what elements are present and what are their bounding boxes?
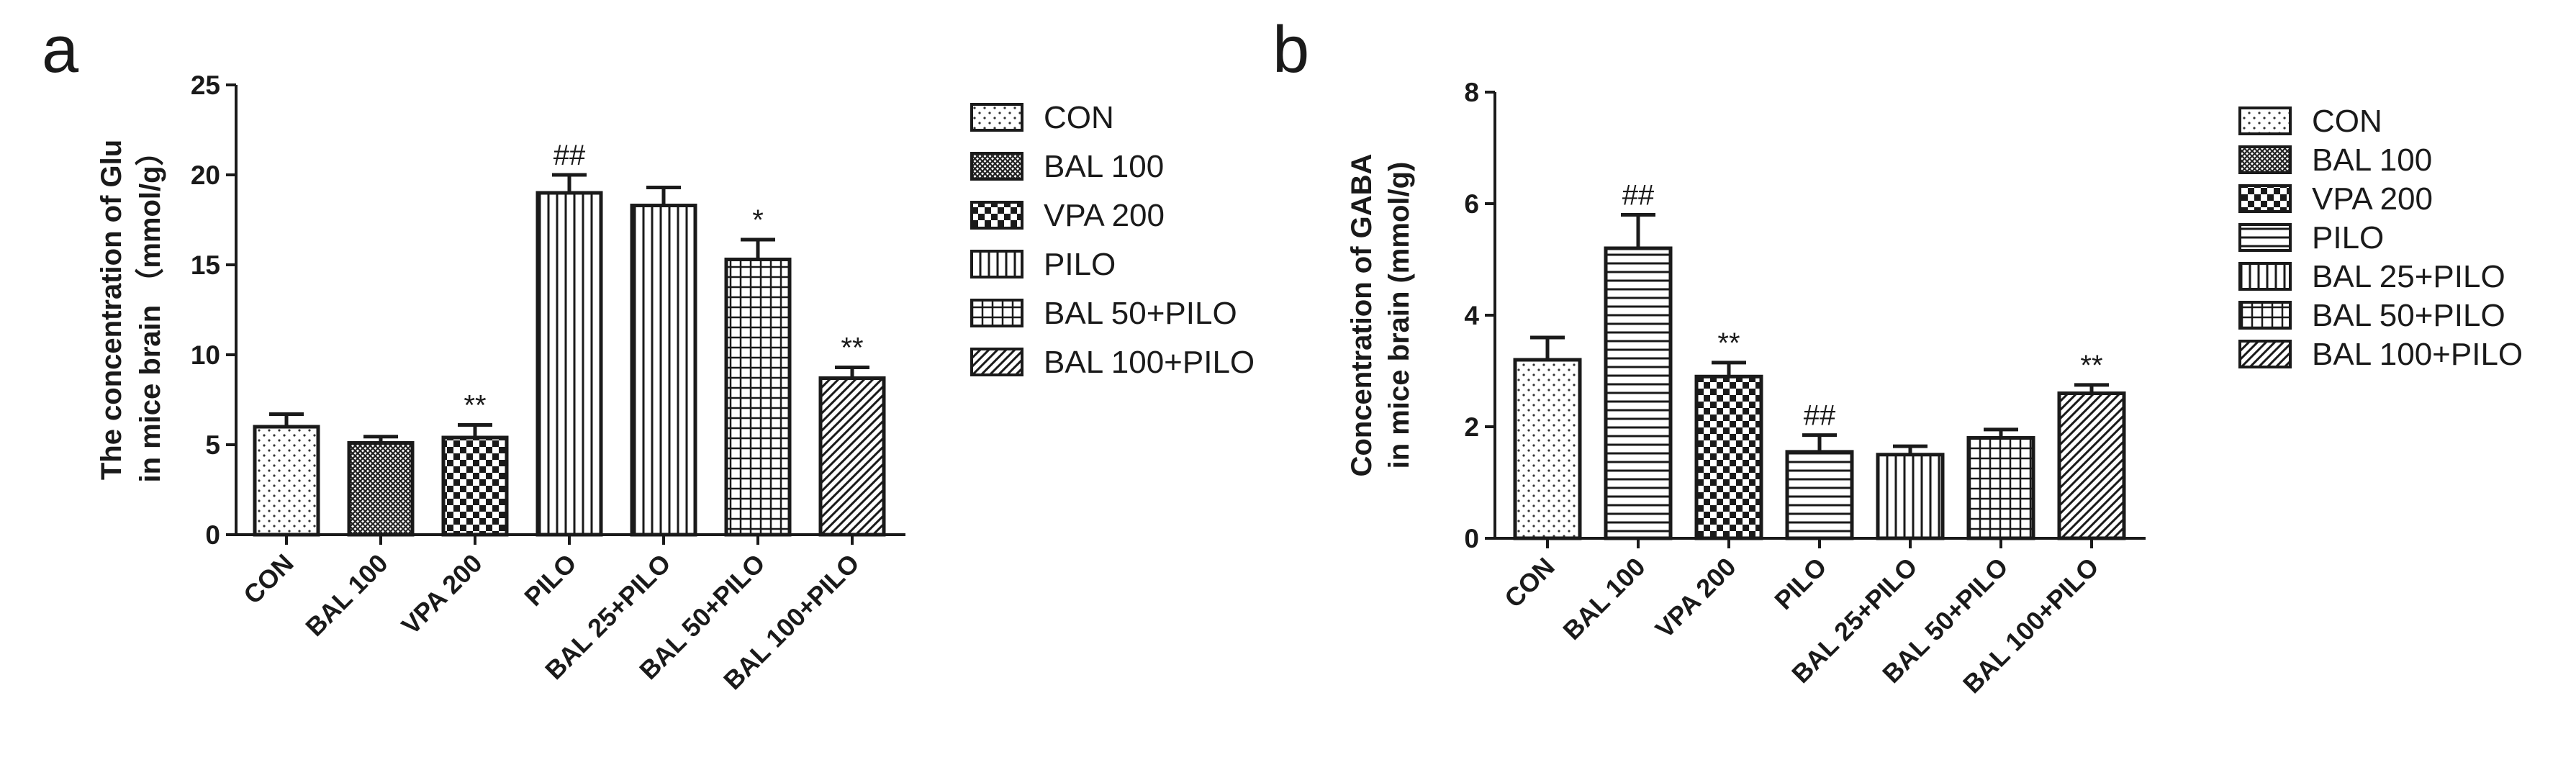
bar xyxy=(2057,391,2126,540)
significance-label: ## xyxy=(1622,180,1655,212)
panel-b: b 0 2 4 6 8 Concentration of GABA in mice brain… xyxy=(1273,13,2523,699)
y-tick-label: 8 xyxy=(1464,78,1479,107)
panel-letter: a xyxy=(42,13,79,86)
legend-swatch xyxy=(970,348,1023,376)
y-tick-label: 15 xyxy=(191,250,220,280)
legend-label: BAL 100 xyxy=(2312,142,2432,178)
bar xyxy=(1785,450,1854,540)
legend-label: VPA 200 xyxy=(2312,181,2433,217)
significance-label: ** xyxy=(1717,327,1740,359)
bar xyxy=(1604,246,1673,540)
bar xyxy=(535,191,603,537)
legend-swatch xyxy=(2238,301,2292,330)
category-label: VPA 200 xyxy=(396,548,488,640)
y-axis-title-line-2: in mice brain (mmol/g) xyxy=(1383,162,1415,469)
bar xyxy=(1966,436,2035,540)
bar xyxy=(1694,374,1763,540)
category-label: PILO xyxy=(1768,552,1832,615)
category-label: BAL 100 xyxy=(1557,552,1650,646)
bar xyxy=(347,441,415,537)
category-label: BAL 100 xyxy=(299,548,393,642)
significance-label: * xyxy=(752,204,764,236)
legend-label: BAL 100+PILO xyxy=(2312,337,2523,372)
legend-swatch xyxy=(2238,340,2292,368)
category-label: VPA 200 xyxy=(1650,552,1742,644)
panel-letter: b xyxy=(1273,13,1309,86)
legend-swatch xyxy=(2238,262,2292,291)
bar xyxy=(1513,358,1582,540)
legend-label: PILO xyxy=(1044,247,1116,282)
bar xyxy=(818,376,886,537)
significance-label: ## xyxy=(553,140,586,171)
bar xyxy=(1876,453,1945,540)
bar xyxy=(441,435,509,537)
legend-label: VPA 200 xyxy=(1044,198,1165,233)
significance-label: ## xyxy=(1804,400,1836,432)
legend-label: BAL 100+PILO xyxy=(1044,345,1255,380)
y-axis-title-line-1: The concentration of Glu xyxy=(96,140,127,480)
legend-label: CON xyxy=(2312,104,2382,139)
category-label: PILO xyxy=(518,548,582,612)
significance-label: ** xyxy=(464,390,486,422)
legend-swatch xyxy=(970,201,1023,230)
bar xyxy=(630,204,697,537)
bar xyxy=(724,258,792,537)
bar xyxy=(253,425,320,537)
y-tick-label: 4 xyxy=(1464,301,1479,330)
significance-label: ** xyxy=(841,332,863,364)
y-axis-title-line-1: Concentration of GABA xyxy=(1346,154,1378,477)
significance-label: ** xyxy=(2080,350,2102,381)
y-tick-label: 0 xyxy=(1464,524,1479,553)
y-tick-label: 20 xyxy=(191,160,220,190)
legend-label: CON xyxy=(1044,100,1114,135)
category-label: CON xyxy=(238,548,299,610)
legend-label: PILO xyxy=(2312,220,2384,255)
y-tick-label: 10 xyxy=(191,340,220,370)
y-tick-label: 2 xyxy=(1464,412,1479,442)
legend-label: BAL 50+PILO xyxy=(2312,298,2505,333)
legend-swatch xyxy=(970,103,1023,132)
legend-swatch xyxy=(970,152,1023,181)
legend-swatch xyxy=(2238,107,2292,135)
legend-swatch xyxy=(2238,184,2292,213)
y-tick-label: 5 xyxy=(205,430,220,460)
legend-label: BAL 50+PILO xyxy=(1044,296,1237,331)
legend-swatch xyxy=(970,250,1023,278)
legend-swatch xyxy=(970,299,1023,327)
legend-swatch xyxy=(2238,145,2292,174)
y-axis-title-line-2: in mice brain （mmol/g） xyxy=(135,137,166,482)
legend-swatch xyxy=(2238,223,2292,252)
panel-a: a 0 5 10 15 20 25 The concentration of Glu in mi… xyxy=(42,13,1255,695)
y-tick-label: 0 xyxy=(205,520,220,550)
category-label: CON xyxy=(1499,552,1560,614)
y-tick-label: 6 xyxy=(1464,189,1479,219)
legend-label: BAL 25+PILO xyxy=(2312,259,2505,294)
y-tick-label: 25 xyxy=(191,71,220,100)
legend-label: BAL 100 xyxy=(1044,149,1164,184)
